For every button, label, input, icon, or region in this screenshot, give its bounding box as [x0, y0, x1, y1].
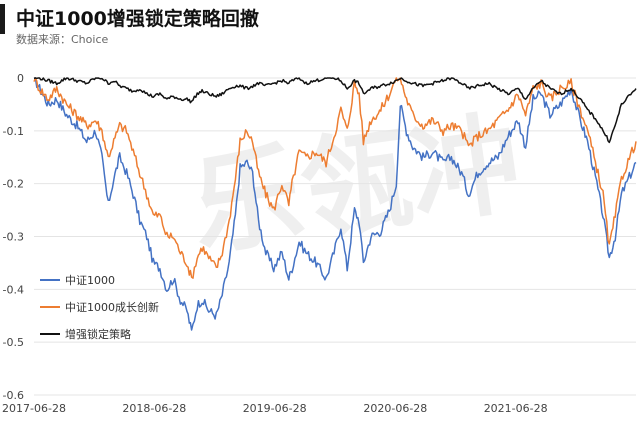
y-tick-label: -0.6 — [3, 389, 24, 402]
x-tick-label: 2021-06-28 — [484, 402, 548, 415]
series-line-1 — [34, 77, 637, 331]
y-tick-label: -0.1 — [3, 125, 24, 138]
x-tick-label: 2019-06-28 — [243, 402, 307, 415]
legend-label: 中证1000 — [65, 274, 115, 287]
legend-label: 中证1000成长创新 — [65, 300, 159, 314]
data-source-note: 数据来源：Choice — [16, 33, 109, 46]
chart-header: 中证1000增强锁定策略回撤 数据来源：Choice — [0, 0, 644, 50]
series-line-3 — [33, 77, 637, 144]
y-tick-label: -0.3 — [3, 231, 24, 244]
x-tick-label: 2020-06-28 — [363, 402, 427, 415]
x-tick-label: 2018-06-28 — [122, 402, 186, 415]
y-tick-label: -0.2 — [3, 178, 24, 191]
x-tick-label: 2017-06-28 — [2, 402, 66, 415]
y-tick-label: 0 — [17, 72, 24, 85]
legend-label: 增强锁定策略 — [65, 327, 131, 341]
chart-title: 中证1000增强锁定策略回撤 — [16, 8, 259, 30]
y-tick-label: -0.4 — [3, 283, 24, 296]
title-accent-bar — [0, 4, 5, 34]
y-tick-label: -0.5 — [3, 336, 24, 349]
